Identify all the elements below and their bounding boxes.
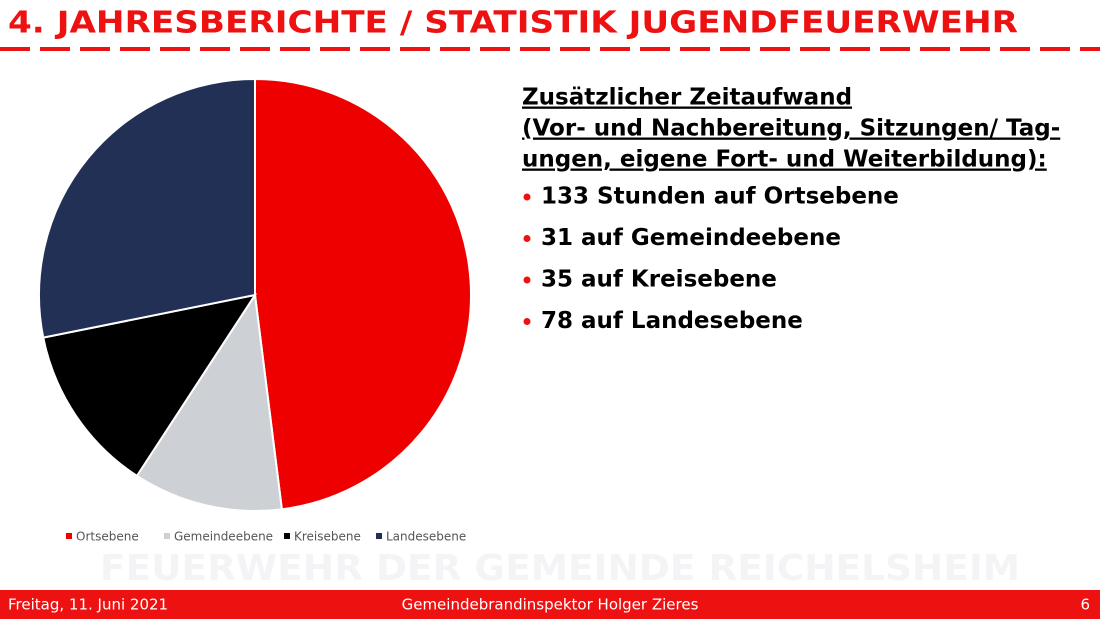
- bullet-dot: [523, 276, 531, 284]
- footer-date: Freitag, 11. Juni 2021: [8, 596, 168, 614]
- bullet-dot: [523, 235, 531, 242]
- heading-line: (Vor- und Nachbereitung, Sitzungen/ Tag-: [522, 116, 1060, 142]
- legend-label: Ortsebene: [76, 530, 139, 544]
- heading-line: Zusätzlicher Zeitaufwand: [522, 85, 852, 111]
- legend-swatch: [164, 533, 170, 539]
- bullet-text: 31 auf Gemeindeebene: [541, 225, 841, 251]
- watermark: FEUERWEHR DER GEMEINDE REICHELSHEIM: [100, 548, 1020, 589]
- footer-bar: [0, 590, 1100, 619]
- legend-swatch: [376, 533, 382, 539]
- legend-label: Kreisebene: [294, 530, 361, 544]
- legend-label: Landesebene: [386, 530, 466, 544]
- pie-slice: [38, 77, 256, 339]
- pie-slice: [254, 77, 472, 511]
- bullet-text: 78 auf Landesebene: [541, 308, 803, 334]
- legend-label: Gemeindeebene: [174, 530, 273, 544]
- bullet-text: 133 Stunden auf Ortsebene: [541, 184, 899, 210]
- footer-page: 6: [1080, 596, 1090, 614]
- pie-slice: [135, 292, 283, 512]
- legend-swatch: [284, 533, 290, 539]
- bullet-dot: [523, 193, 531, 201]
- legend-swatch: [66, 533, 72, 539]
- bullet-text: 35 auf Kreisebene: [541, 267, 777, 293]
- footer-presenter: Gemeindebrandinspektor Holger Zieres: [402, 596, 699, 614]
- slide-title: 4. JAHRESBERICHTE / STATISTIK JUGENDFEUE…: [8, 6, 1018, 41]
- bullet-dot: [523, 318, 531, 325]
- pie-slice: [42, 293, 258, 478]
- heading-line: ungen, eigene Fort- und Weiterbildung):: [522, 147, 1047, 173]
